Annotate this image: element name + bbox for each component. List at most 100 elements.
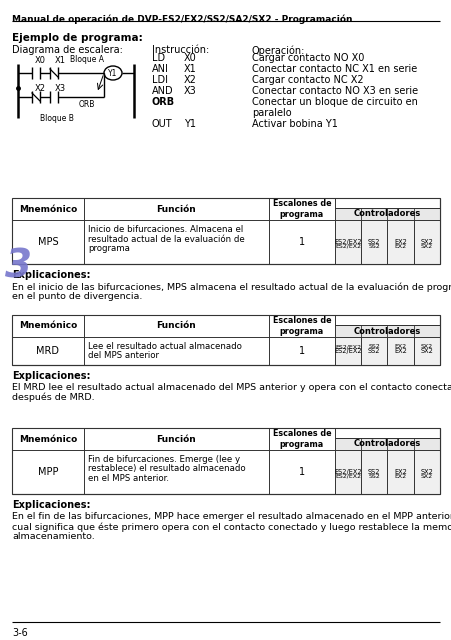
Text: Inicio de bifurcaciones. Almacena el: Inicio de bifurcaciones. Almacena el (88, 225, 243, 234)
Text: ANI: ANI (152, 64, 169, 74)
Text: Conectar un bloque de circuito en: Conectar un bloque de circuito en (252, 97, 417, 107)
Text: programa: programa (88, 244, 129, 253)
Text: SX2: SX2 (419, 348, 433, 354)
Bar (334, 438, 439, 450)
Text: ES2/EX2: ES2/EX2 (334, 348, 361, 354)
Text: Lee el resultado actual almacenado: Lee el resultado actual almacenado (88, 342, 241, 351)
Text: 3: 3 (5, 248, 32, 286)
Text: Y1: Y1 (184, 119, 196, 129)
Text: 1: 1 (298, 467, 304, 477)
Text: El MRD lee el resultado actual almacenado del MPS anterior y opera con el contac: El MRD lee el resultado actual almacenad… (12, 383, 451, 392)
Text: paralelo: paralelo (252, 108, 291, 118)
Text: Conectar contacto NC X1 en serie: Conectar contacto NC X1 en serie (252, 64, 416, 74)
Bar (334, 450, 439, 494)
Text: X0: X0 (35, 56, 46, 65)
Text: Controladores: Controladores (353, 440, 420, 449)
Text: Explicaciones:: Explicaciones: (12, 500, 90, 510)
Text: SS2: SS2 (368, 243, 379, 248)
Text: EX2: EX2 (393, 348, 406, 354)
Text: ES2/EX2: ES2/EX2 (334, 469, 361, 475)
Text: Instrucción:: Instrucción: (152, 45, 209, 55)
Text: Mnemónico: Mnemónico (19, 321, 77, 330)
Bar (12, 198, 439, 264)
Text: Explicaciones:: Explicaciones: (12, 371, 90, 381)
Bar (334, 220, 439, 264)
Text: 3-6: 3-6 (12, 628, 28, 638)
Text: MPP: MPP (38, 467, 58, 477)
Text: SS2: SS2 (368, 474, 379, 479)
Text: Escalones de
programa: Escalones de programa (272, 429, 331, 449)
Text: después de MRD.: después de MRD. (12, 393, 94, 403)
Text: Activar bobina Y1: Activar bobina Y1 (252, 119, 337, 129)
Text: en el punto de divergencia.: en el punto de divergencia. (12, 292, 142, 301)
Text: LDI: LDI (152, 75, 168, 85)
Text: ES2/EX2: ES2/EX2 (334, 243, 360, 248)
Text: SX2: SX2 (419, 469, 433, 475)
Text: X1: X1 (184, 64, 196, 74)
Text: SS2: SS2 (368, 344, 379, 349)
Text: Escalones de
programa: Escalones de programa (272, 199, 331, 219)
Text: X2: X2 (35, 84, 46, 93)
Text: ORB: ORB (79, 100, 95, 109)
Text: LD: LD (152, 53, 165, 63)
Text: Manual de operación de DVP-ES2/EX2/SS2/SA2/SX2 - Programación: Manual de operación de DVP-ES2/EX2/SS2/S… (12, 15, 352, 24)
Text: SS2: SS2 (367, 469, 380, 475)
Text: Escalones de
programa: Escalones de programa (272, 316, 331, 336)
Text: Fin de bifurcaciones. Emerge (lee y: Fin de bifurcaciones. Emerge (lee y (88, 455, 239, 464)
Text: almacenamiento.: almacenamiento. (12, 532, 95, 541)
Text: del MPS anterior: del MPS anterior (88, 351, 159, 360)
Text: ES2/EX2: ES2/EX2 (334, 474, 360, 479)
Bar (334, 208, 439, 220)
Bar (12, 315, 439, 365)
Text: Conectar contacto NO X3 en serie: Conectar contacto NO X3 en serie (252, 86, 417, 96)
Bar (12, 428, 439, 494)
Text: en el MPS anterior.: en el MPS anterior. (88, 474, 169, 483)
Text: EX2: EX2 (393, 469, 406, 475)
Bar (334, 325, 439, 337)
Text: MRD: MRD (37, 346, 60, 356)
Text: Mnemónico: Mnemónico (19, 205, 77, 214)
Text: OUT: OUT (152, 119, 172, 129)
Text: Controladores: Controladores (353, 326, 420, 335)
Text: X0: X0 (184, 53, 196, 63)
Text: ES2/EX2: ES2/EX2 (334, 344, 360, 349)
Text: SX2: SX2 (420, 474, 432, 479)
Text: Bloque B: Bloque B (40, 114, 74, 123)
Text: Operación:: Operación: (252, 45, 305, 56)
Text: EX2: EX2 (394, 243, 406, 248)
Text: SX2: SX2 (419, 239, 433, 245)
Text: 1: 1 (298, 237, 304, 247)
Text: En el inicio de las bifurcaciones, MPS almacena el resultado actual de la evalua: En el inicio de las bifurcaciones, MPS a… (12, 282, 451, 291)
Text: Y1: Y1 (108, 69, 117, 78)
Text: Cargar contacto NO X0: Cargar contacto NO X0 (252, 53, 364, 63)
Text: EX2: EX2 (394, 474, 406, 479)
Text: AND: AND (152, 86, 173, 96)
Text: SS2: SS2 (367, 239, 380, 245)
Text: resultado actual de la evaluación de: resultado actual de la evaluación de (88, 234, 244, 243)
Text: SX2: SX2 (420, 243, 432, 248)
Text: ES2/EX2: ES2/EX2 (334, 239, 361, 245)
Text: restablece) el resultado almacenado: restablece) el resultado almacenado (88, 465, 245, 474)
Text: X1: X1 (55, 56, 66, 65)
Bar (334, 337, 439, 365)
Text: cual significa que éste primero opera con el contacto conectado y luego restable: cual significa que éste primero opera co… (12, 522, 451, 531)
Text: EX2: EX2 (393, 239, 406, 245)
Text: X2: X2 (184, 75, 197, 85)
Text: Controladores: Controladores (353, 209, 420, 218)
Text: ORB: ORB (152, 97, 175, 107)
Text: En el fin de las bifurcaciones, MPP hace emerger el resultado almacenado en el M: En el fin de las bifurcaciones, MPP hace… (12, 512, 451, 521)
Text: Función: Función (156, 435, 196, 444)
Text: Mnemónico: Mnemónico (19, 435, 77, 444)
Text: X3: X3 (184, 86, 196, 96)
Text: 1: 1 (298, 346, 304, 356)
Text: Diagrama de escalera:: Diagrama de escalera: (12, 45, 123, 55)
Text: Ejemplo de programa:: Ejemplo de programa: (12, 33, 143, 43)
Text: MPS: MPS (37, 237, 58, 247)
Text: EX2: EX2 (394, 344, 406, 349)
Text: Función: Función (156, 205, 196, 214)
Text: Función: Función (156, 321, 196, 330)
Text: SX2: SX2 (420, 344, 432, 349)
Text: Cargar contacto NC X2: Cargar contacto NC X2 (252, 75, 363, 85)
Text: Bloque A: Bloque A (70, 55, 104, 64)
Text: Explicaciones:: Explicaciones: (12, 270, 90, 280)
